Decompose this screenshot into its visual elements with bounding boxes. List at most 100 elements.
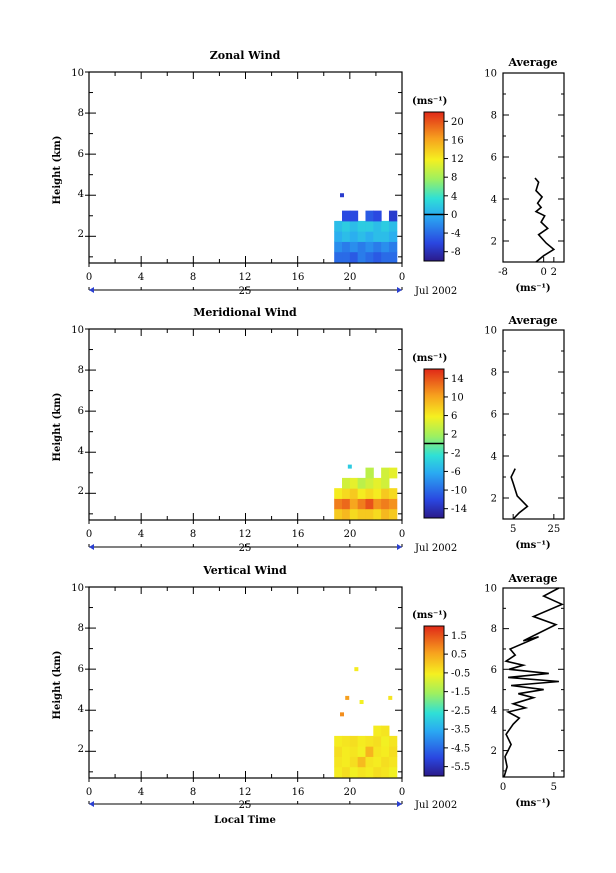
- vertical-profile-plot: 2 4 6 8 10 0 5: [484, 584, 564, 793]
- vertical-day-axis-left-arrow: [89, 801, 94, 807]
- vertical-title: Vertical Wind: [202, 564, 287, 577]
- vertical-field-point: [354, 667, 359, 672]
- meridional-ylabel: Height (km): [52, 393, 63, 462]
- vertical-ytick: 8: [78, 623, 84, 634]
- zonal-day-axis-right-arrow: [397, 287, 402, 293]
- vertical-field-cell: [381, 725, 390, 737]
- zonal-profile-xtick-label: 0: [540, 267, 546, 278]
- meridional-field-cell: [388, 488, 398, 499]
- vertical-colorbar-unit: (ms⁻¹): [412, 610, 447, 621]
- meridional-axis-ticks: [85, 328, 403, 547]
- zonal-field-cell: [373, 241, 382, 253]
- meridional-xtick: 20: [344, 529, 357, 540]
- vertical-field-cell: [357, 756, 366, 768]
- meridional-field-cell: [381, 508, 390, 520]
- vertical-colorbar: [423, 625, 445, 777]
- vertical-field-point: [345, 695, 350, 700]
- vertical-colorbar-label: -5.5: [451, 762, 470, 773]
- meridional-y-tick-labels: 2 4 6 8 10: [71, 325, 84, 497]
- meridional-colorbar-label: 10: [451, 392, 464, 403]
- vertical-field-cell: [357, 746, 366, 757]
- zonal-field-cell: [342, 251, 351, 263]
- vertical-profile-ytick-label: 2: [491, 746, 497, 757]
- panel-vertical: Vertical Wind Height (km) 2 4 6 8 10 0 4…: [52, 564, 565, 826]
- meridional-field-cell: [342, 477, 351, 489]
- vertical-field-cell: [388, 756, 398, 768]
- vertical-ytick: 10: [71, 583, 84, 594]
- vertical-field-cell: [388, 746, 398, 757]
- meridional-field-cell: [381, 488, 390, 499]
- meridional-colorbar-label: 6: [451, 411, 457, 422]
- vertical-field-cell: [365, 766, 374, 778]
- meridional-profile-title: Average: [507, 314, 557, 327]
- vertical-profile-ytick-label: 10: [484, 584, 497, 595]
- zonal-field-cell: [388, 241, 398, 253]
- zonal-ylabel: Height (km): [52, 136, 63, 205]
- meridional-date-label: 25: [239, 543, 252, 554]
- vertical-colorbar-label: -1.5: [451, 687, 470, 698]
- zonal-date-label: 25: [239, 286, 252, 297]
- zonal-data-field: [334, 193, 398, 263]
- zonal-field-cell: [365, 231, 374, 242]
- meridional-field-cell: [342, 488, 351, 499]
- vertical-field-cell: [365, 746, 374, 757]
- vertical-field-cell: [342, 746, 351, 757]
- zonal-field-cell: [349, 210, 359, 222]
- vertical-field-cell: [349, 735, 359, 747]
- panel-meridional: Meridional Wind Height (km) 2 4 6 8 10 0…: [52, 306, 565, 554]
- meridional-profile-ytick-label: 6: [491, 410, 497, 421]
- vertical-y-tick-labels: 2 4 6 8 10: [71, 583, 84, 755]
- zonal-profile-ytick-label: 2: [491, 237, 497, 248]
- vertical-xtick: 0: [399, 787, 405, 798]
- vertical-field-cell: [342, 766, 351, 778]
- vertical-ylabel: Height (km): [52, 651, 63, 720]
- vertical-field-cell: [334, 746, 343, 757]
- meridional-field-cell: [365, 488, 374, 499]
- vertical-xtick: 16: [292, 787, 305, 798]
- meridional-ytick: 10: [71, 325, 84, 336]
- meridional-xtick: 0: [86, 529, 92, 540]
- zonal-xtick: 0: [399, 272, 405, 283]
- vertical-field-cell: [388, 735, 398, 747]
- vertical-field-cell: [342, 735, 351, 747]
- meridional-field-cell: [342, 508, 351, 520]
- meridional-field-cell: [349, 477, 359, 489]
- vertical-field-cell: [381, 766, 390, 778]
- zonal-profile-ytick-label: 4: [491, 195, 497, 206]
- vertical-colorbar-ticks: 1.5 0.5 -0.5 -1.5 -2.5 -3.5 -4.5 -5.5: [444, 631, 470, 773]
- vertical-profile-ytick-label: 6: [491, 665, 497, 676]
- meridional-profile-frame: [502, 329, 565, 520]
- zonal-field-cell: [349, 251, 359, 263]
- vertical-profile-xlabel: (ms⁻¹): [515, 798, 550, 809]
- vertical-colorbar-label: 1.5: [451, 631, 467, 642]
- meridional-xtick: 16: [292, 529, 305, 540]
- meridional-profile-plot: 2 4 6 8 10 5 25: [484, 326, 564, 535]
- meridional-field-cell: [349, 488, 359, 499]
- meridional-profile-ytick-label: 2: [491, 494, 497, 505]
- vertical-field-cell: [342, 756, 351, 768]
- zonal-colorbar-label: 16: [451, 135, 464, 146]
- zonal-xtick: 8: [190, 272, 196, 283]
- meridional-field-cell: [381, 498, 390, 510]
- zonal-field-cell: [388, 220, 398, 232]
- meridional-colorbar-label: -14: [451, 504, 467, 515]
- vertical-field-cell: [373, 746, 382, 757]
- meridional-xtick: 0: [399, 529, 405, 540]
- zonal-colorbar-label: 4: [451, 191, 457, 202]
- vertical-profile-title: Average: [507, 572, 557, 585]
- meridional-profile-line: [510, 468, 529, 520]
- vertical-field-point: [359, 700, 364, 705]
- zonal-day-axis-left-arrow: [89, 287, 94, 293]
- vertical-field-cell: [334, 766, 343, 778]
- zonal-field-cell: [334, 231, 343, 242]
- meridional-field-cell: [342, 498, 351, 510]
- panel-zonal: Zonal Wind Height (km) 2 4 6 8 10 0 4 8 …: [52, 49, 565, 297]
- vertical-xtick: 4: [138, 787, 144, 798]
- meridional-field-cell: [373, 508, 382, 520]
- meridional-profile-xlabel: (ms⁻¹): [515, 540, 550, 551]
- zonal-field-cell: [381, 220, 390, 232]
- zonal-field-cell: [373, 220, 382, 232]
- zonal-field-cell: [342, 220, 351, 232]
- vertical-field-cell: [373, 735, 382, 747]
